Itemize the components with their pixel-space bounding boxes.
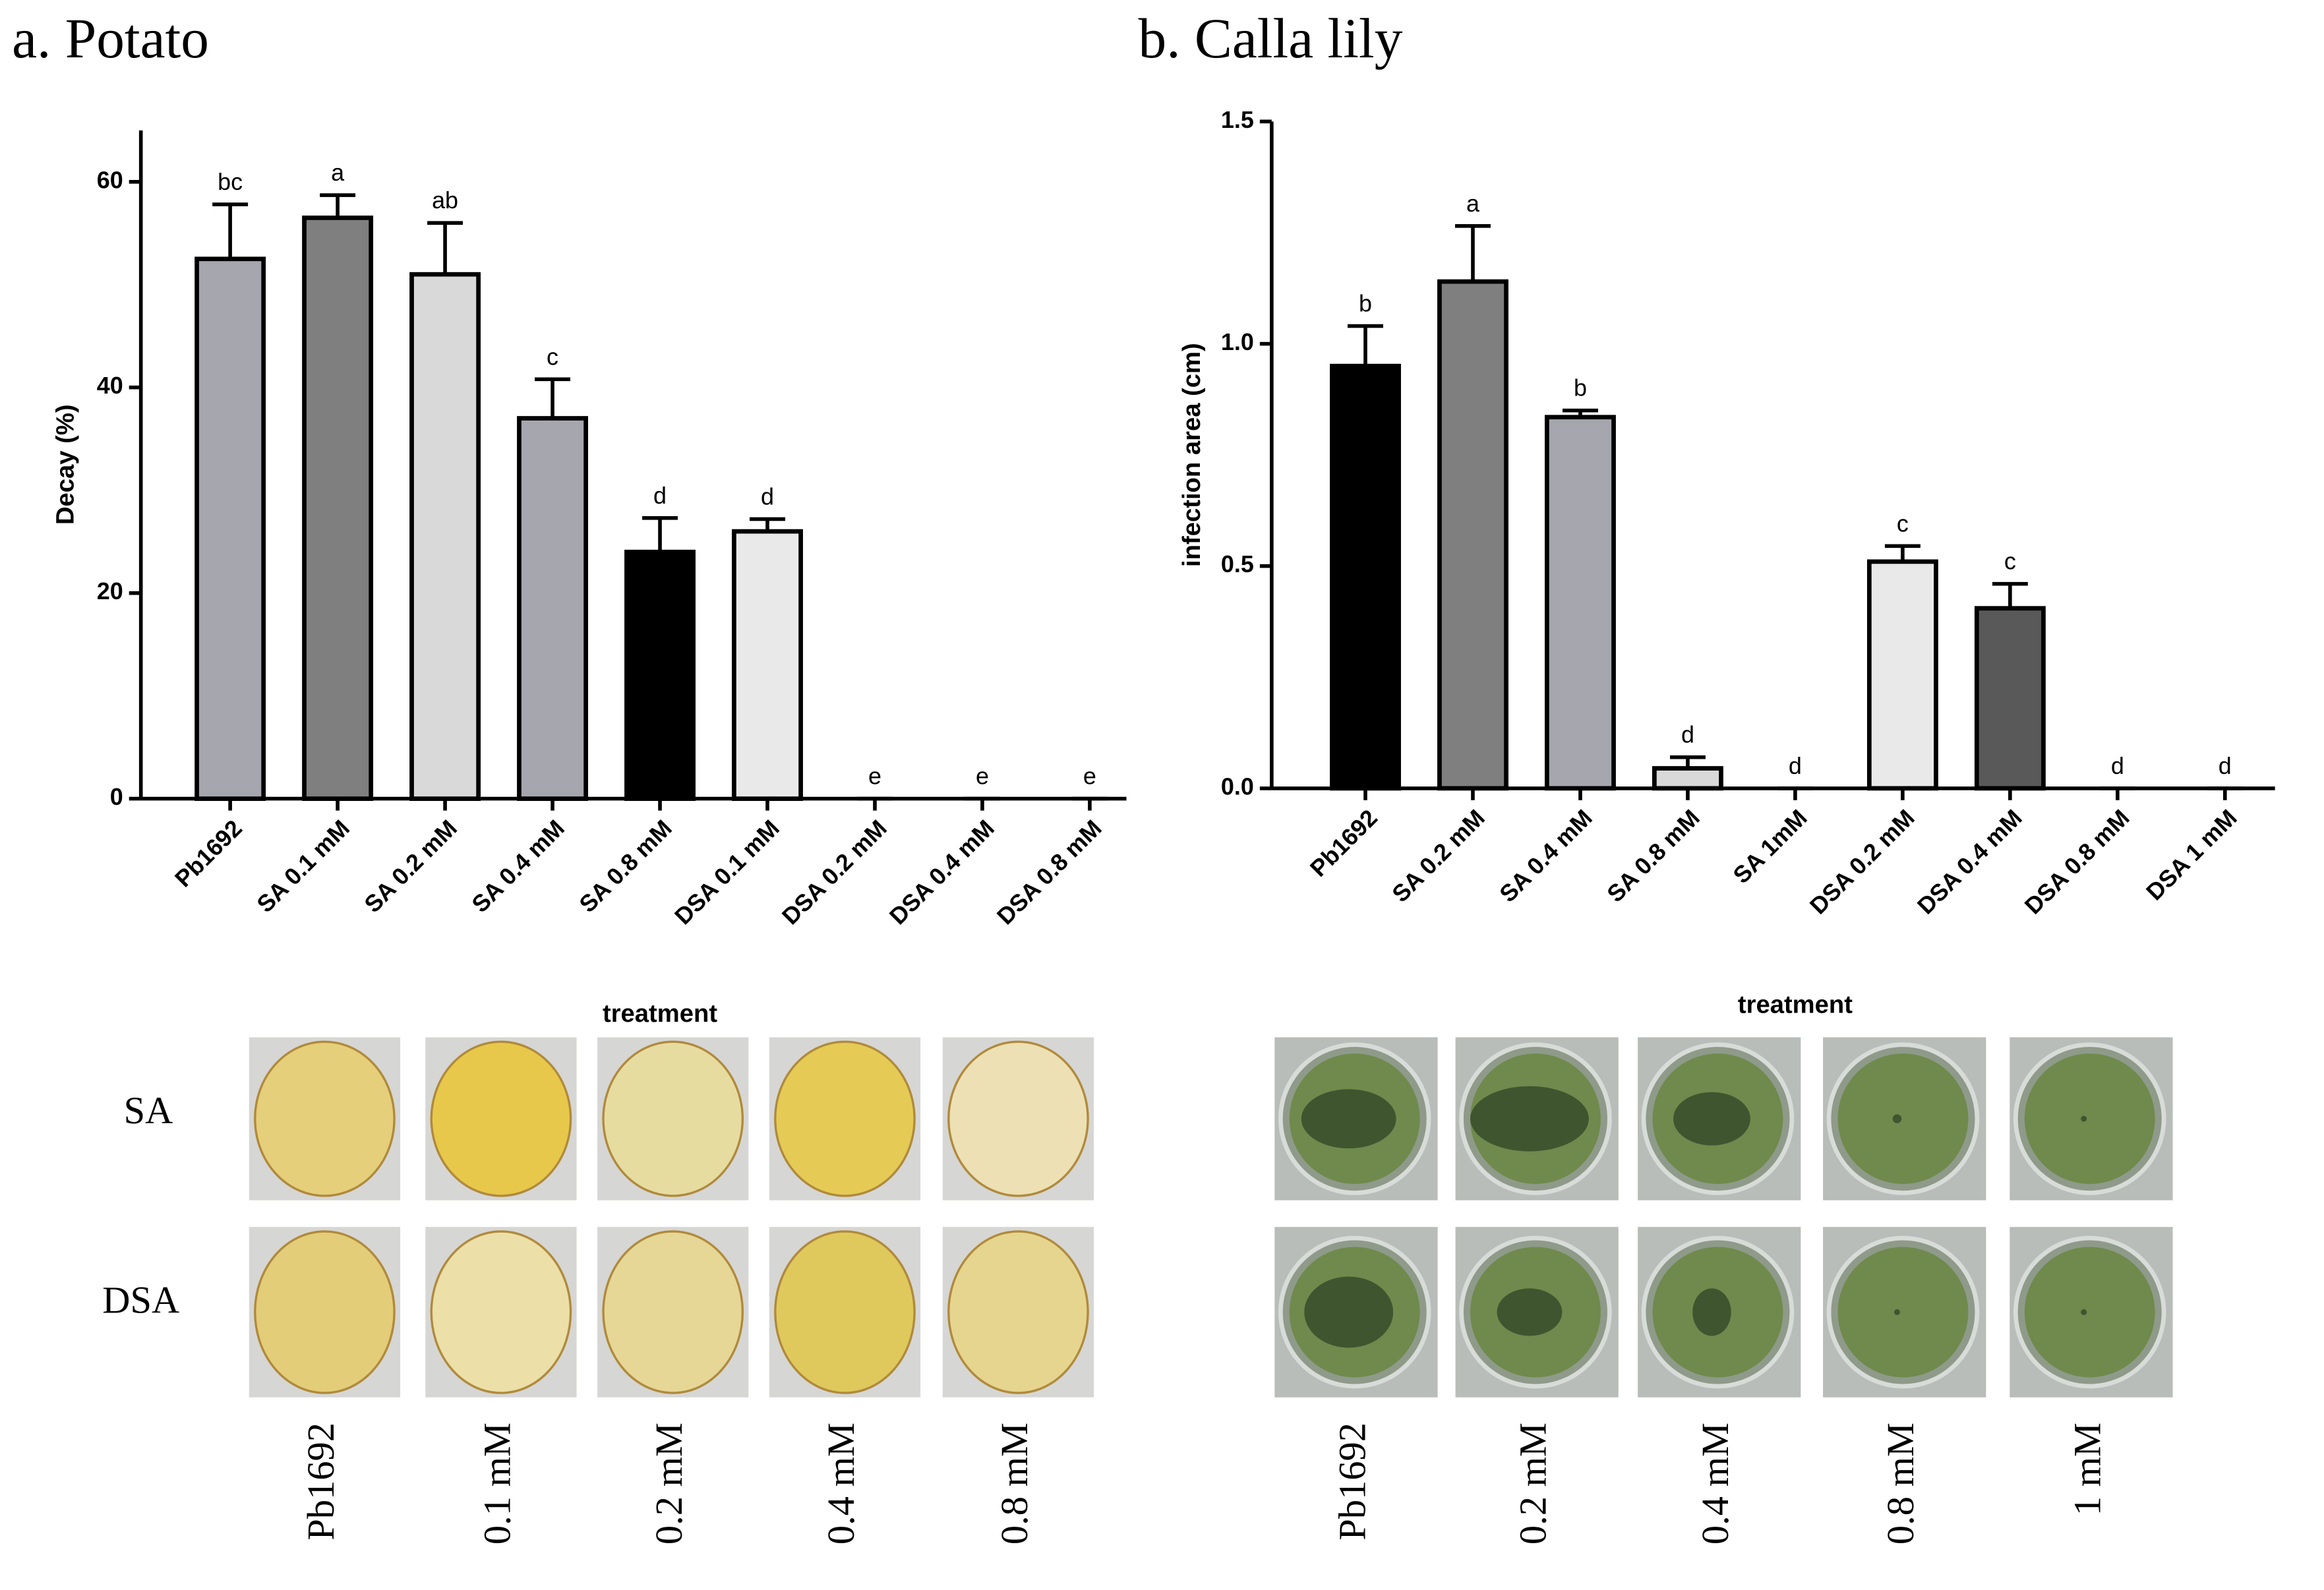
column-label: 0.4 mM [1694,1423,1737,1545]
row-label: DSA [102,1279,179,1322]
bar [732,529,803,801]
y-axis-label: Decay (%) [51,404,79,525]
y-tick-label: 0 [110,783,123,810]
significance-letter: ab [432,187,458,214]
x-tick-label: SA 0.4 mM [466,814,570,918]
leaf-disc [1837,1053,1969,1185]
x-tick-label: SA 0.2 mM [1386,804,1490,908]
significance-letter: b [1359,290,1372,317]
significance-letter: d [1681,721,1694,748]
bar [1330,363,1401,791]
x-tick-label: DSA 0.2 mM [777,814,892,929]
potato [774,1040,916,1197]
significance-letter: bc [218,168,243,195]
significance-letter: a [1466,190,1479,217]
x-tick-label: SA 0.8 mM [1601,804,1705,908]
x-tick-label: DSA 0.4 mM [1912,804,2027,920]
bar [1974,606,2046,791]
bar [302,216,374,801]
bar [1866,559,1938,791]
significance-letter: a [331,159,344,186]
significance-letter: c [547,343,558,370]
x-tick-label: SA 1mM [1727,804,1812,889]
potato [774,1230,916,1394]
y-tick-label: 60 [97,166,123,193]
lesion [1893,1309,1900,1316]
x-tick-label: DSA 1 mM [2141,804,2242,906]
lesion [1304,1276,1394,1348]
x-tick-label: DSA 0.2 mM [1804,804,1920,920]
x-axis-label: treatment [603,999,717,1028]
lesion [2081,1309,2087,1316]
x-tick-label: Pb1692 [169,814,247,892]
x-tick-label: SA 0.4 mM [1494,804,1597,908]
significance-letter: d [653,482,667,509]
significance-letter: d [1789,752,1802,779]
bar [1545,415,1616,791]
column-label: 0.8 mM [993,1423,1036,1545]
x-tick-label: SA 0.2 mM [359,814,462,918]
x-tick-label: SA 0.1 mM [251,814,355,918]
column-label: 1 mM [2066,1423,2108,1516]
potato [430,1040,572,1197]
lesion [1673,1092,1750,1146]
potato [430,1230,572,1394]
x-tick-label: DSA 0.8 mM [2019,804,2135,920]
significance-letter: d [761,483,774,510]
significance-letter: d [2111,752,2124,779]
significance-letter: c [1897,510,1909,537]
significance-letter: e [1083,763,1096,790]
column-label: 0.4 mM [819,1423,862,1545]
column-label: 0.2 mM [1512,1423,1555,1545]
bar [409,272,481,801]
chart-title: a. Potato [12,8,209,70]
potato [254,1040,396,1197]
potato [254,1230,396,1394]
y-axis-label: infection area (cm) [1177,343,1206,567]
bar [1437,279,1508,791]
x-tick-label: DSA 0.8 mM [992,814,1107,929]
significance-letter: e [868,763,881,790]
y-tick-label: 0.5 [1221,550,1254,577]
significance-letter: b [1574,374,1587,401]
column-label: Pb1692 [1330,1423,1373,1541]
lesion [2081,1115,2087,1122]
leaf-disc [1837,1247,1969,1378]
potato [947,1040,1089,1197]
lesion [1892,1114,1902,1123]
column-label: 0.8 mM [1879,1423,1922,1545]
lesion [1470,1086,1589,1152]
lesion [1301,1089,1396,1149]
x-tick-label: SA 0.8 mM [574,814,677,918]
column-label: 0.1 mM [475,1423,518,1545]
lesion [1497,1288,1563,1336]
y-tick-label: 40 [97,372,123,399]
bar [1652,766,1723,791]
leaf-disc [2024,1247,2155,1378]
x-tick-label: Pb1692 [1305,804,1383,882]
y-tick-label: 1.5 [1221,106,1254,133]
potato [602,1230,744,1394]
lesion [1692,1288,1731,1336]
potato [602,1040,744,1197]
potato [947,1230,1089,1394]
chart-title: b. Calla lily [1139,8,1403,70]
column-label: Pb1692 [299,1423,342,1541]
bar [517,416,588,801]
y-tick-label: 20 [97,577,123,604]
column-label: 0.2 mM [647,1423,690,1545]
x-tick-label: DSA 0.4 mM [884,814,999,929]
significance-letter: d [2219,752,2232,779]
significance-letter: e [976,763,989,790]
x-axis-label: treatment [1738,990,1853,1018]
bar [194,256,266,801]
significance-letter: c [2004,548,2016,575]
y-tick-label: 1.0 [1221,328,1254,355]
y-tick-label: 0.0 [1221,773,1254,800]
leaf-disc [2024,1053,2155,1185]
row-label: SA [124,1089,173,1132]
bar [624,549,696,801]
x-tick-label: DSA 0.1 mM [669,814,785,929]
